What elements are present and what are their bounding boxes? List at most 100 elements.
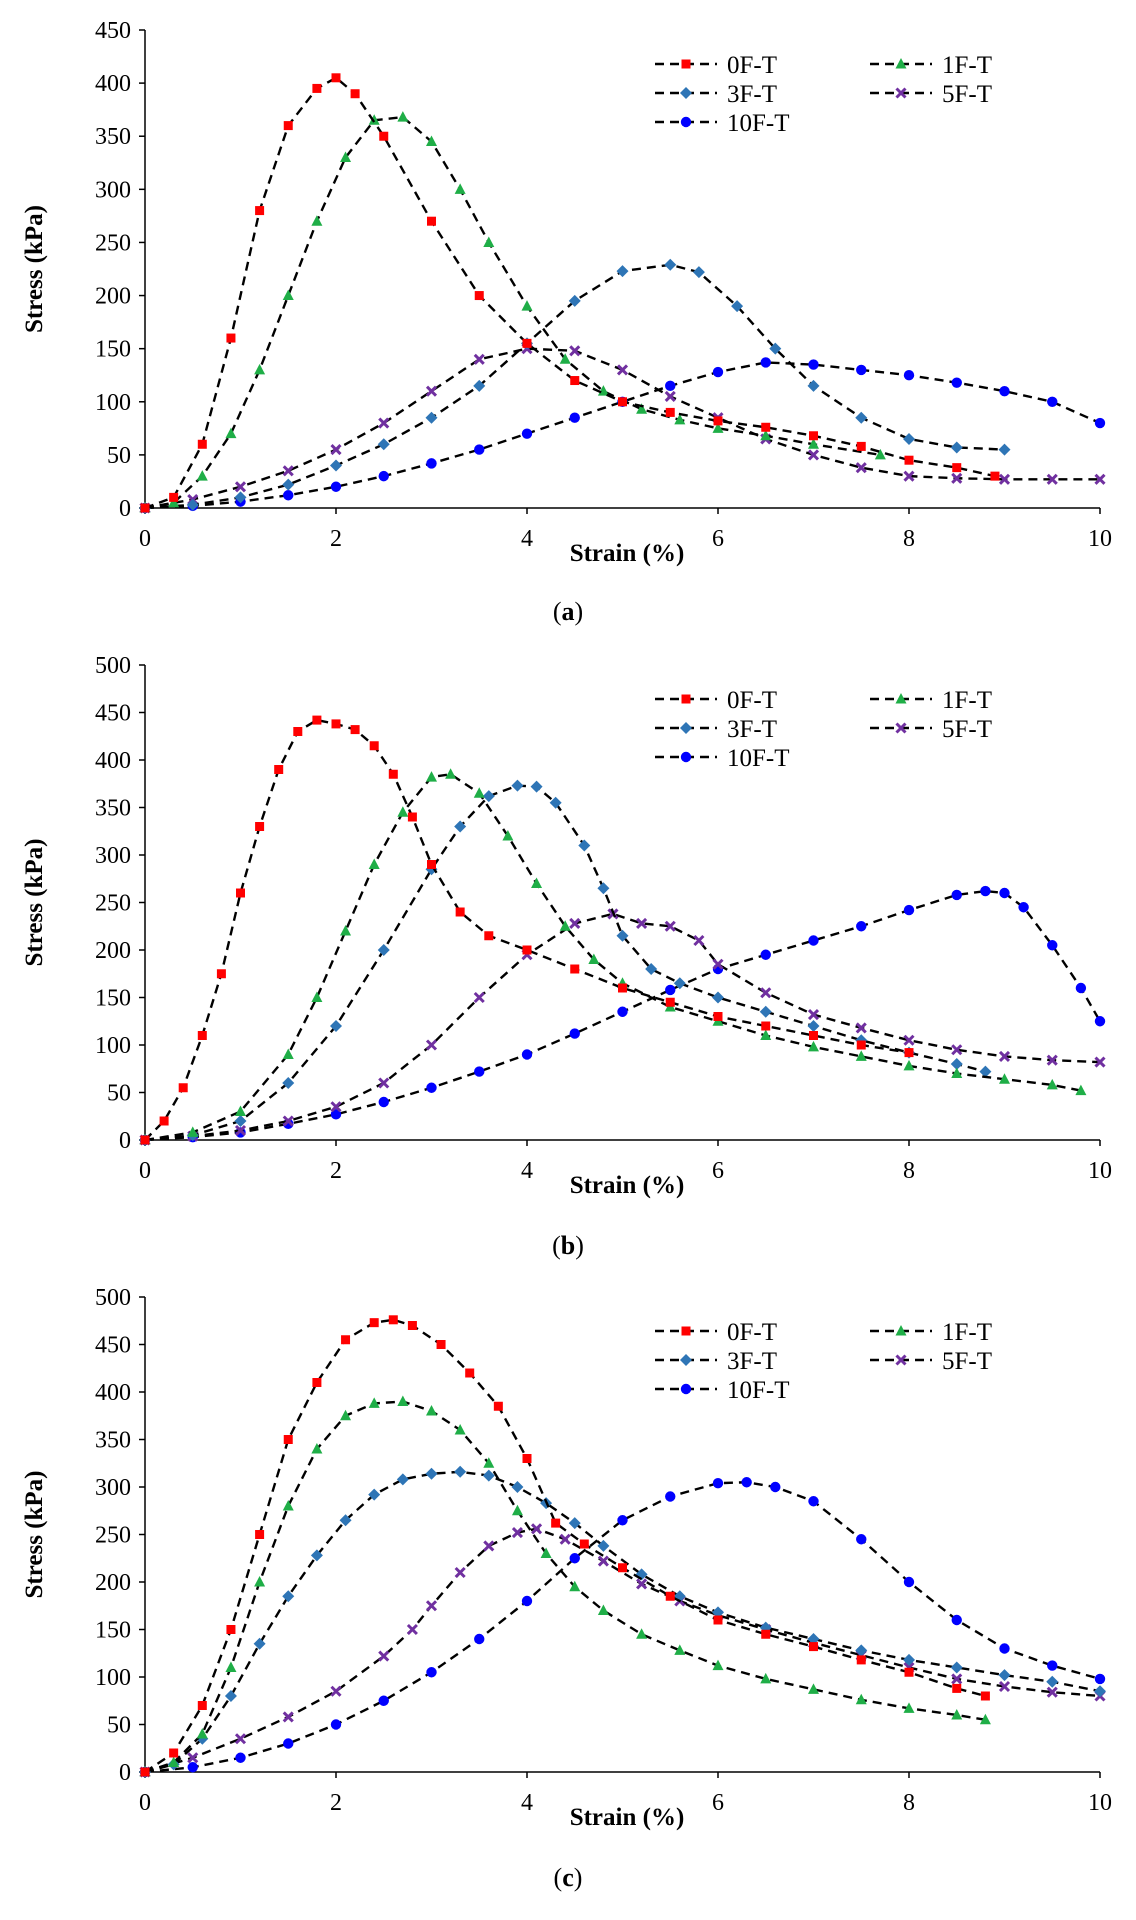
data-point xyxy=(712,1606,724,1619)
data-point xyxy=(226,333,236,343)
data-point xyxy=(454,820,467,833)
data-point xyxy=(531,877,543,888)
data-point xyxy=(903,1653,915,1666)
data-point xyxy=(483,236,495,247)
y-tick-label: 150 xyxy=(95,337,131,363)
data-point xyxy=(340,1409,352,1421)
data-point xyxy=(616,929,629,942)
data-point xyxy=(856,1534,867,1545)
data-point xyxy=(178,1083,188,1093)
data-point xyxy=(511,1481,524,1493)
y-tick-label: 400 xyxy=(95,71,131,97)
x-tick-label: 10 xyxy=(1088,1158,1112,1184)
legend-label: 1F-T xyxy=(942,52,992,79)
legend-item-1F-T: 1F-T xyxy=(870,1319,992,1346)
data-point xyxy=(378,470,389,482)
data-point xyxy=(809,431,818,441)
data-point xyxy=(436,1340,446,1349)
legend-item-0F-T: 0F-T xyxy=(655,1319,777,1346)
data-point xyxy=(807,1020,820,1032)
legend-marker xyxy=(895,87,907,99)
legend: 0F-T 1F-T 3F-T 5F-T 10F-T xyxy=(655,687,992,772)
data-point xyxy=(1046,1078,1058,1090)
data-point xyxy=(255,1530,265,1539)
data-point xyxy=(282,1115,294,1127)
data-point xyxy=(1018,902,1029,913)
data-point xyxy=(197,1701,207,1710)
series-0F-T xyxy=(140,73,1000,513)
y-tick-label: 250 xyxy=(95,230,131,256)
data-point xyxy=(578,839,591,852)
data-point xyxy=(426,135,437,147)
data-point xyxy=(951,377,962,388)
data-point xyxy=(855,1644,868,1657)
data-point xyxy=(169,1748,179,1758)
data-point xyxy=(712,422,724,433)
data-point xyxy=(665,1591,675,1601)
legend-marker xyxy=(895,722,907,734)
data-point xyxy=(350,89,360,99)
data-point xyxy=(998,443,1011,456)
data-point xyxy=(903,1059,915,1071)
data-point xyxy=(169,492,179,502)
data-point xyxy=(950,1661,963,1674)
data-point xyxy=(282,465,294,477)
data-point xyxy=(808,1496,819,1507)
data-point xyxy=(234,491,247,504)
data-point xyxy=(368,1488,381,1501)
data-point xyxy=(330,459,342,472)
y-tick-label: 250 xyxy=(95,1523,131,1549)
legend-label: 1F-T xyxy=(942,1319,992,1346)
data-point xyxy=(187,1752,199,1764)
y-tick-label: 500 xyxy=(95,653,131,679)
data-point xyxy=(312,715,322,725)
data-point xyxy=(569,1028,580,1039)
data-point xyxy=(569,345,581,357)
data-point xyxy=(616,364,629,376)
data-point xyxy=(760,429,772,441)
data-point xyxy=(692,266,705,279)
legend-item-5F-T: 5F-T xyxy=(870,1348,992,1375)
data-point xyxy=(426,458,437,469)
data-point xyxy=(998,1050,1011,1062)
data-point xyxy=(903,470,915,482)
data-point xyxy=(511,1504,523,1516)
legend-label: 10F-T xyxy=(727,1377,790,1404)
x-axis-title: Strain (%) xyxy=(570,1804,685,1831)
data-point xyxy=(761,422,771,432)
legend-marker xyxy=(895,58,907,69)
data-point xyxy=(597,882,610,895)
data-point xyxy=(445,768,457,779)
data-point xyxy=(903,904,915,916)
y-tick-label: 0 xyxy=(119,1128,131,1154)
legend-marker xyxy=(681,694,691,704)
data-point xyxy=(1046,1054,1058,1066)
data-point xyxy=(474,444,485,455)
data-point xyxy=(522,1454,532,1463)
legend-label: 1F-T xyxy=(942,687,992,714)
data-point xyxy=(712,1478,724,1489)
data-point xyxy=(856,1040,866,1050)
y-tick-label: 350 xyxy=(95,796,131,822)
y-axis-title: Stress (kPa) xyxy=(21,205,48,333)
data-point xyxy=(808,935,819,946)
data-point xyxy=(425,1467,438,1480)
legend-label: 0F-T xyxy=(727,1319,777,1346)
series-line xyxy=(144,263,1005,510)
data-point xyxy=(1094,417,1106,429)
y-tick-label: 350 xyxy=(95,124,131,150)
legend-item-10F-T: 10F-T xyxy=(655,745,790,772)
data-point xyxy=(140,503,150,513)
data-point xyxy=(226,1625,236,1634)
data-point xyxy=(856,1655,866,1665)
data-point xyxy=(761,1021,771,1031)
data-point xyxy=(465,1368,475,1378)
data-point xyxy=(224,1690,237,1702)
data-point xyxy=(483,1457,495,1468)
data-point xyxy=(616,265,629,278)
data-point xyxy=(283,121,293,131)
y-tick-label: 300 xyxy=(95,1475,131,1501)
legend-label: 5F-T xyxy=(942,716,992,743)
legend-item-5F-T: 5F-T xyxy=(870,81,992,108)
